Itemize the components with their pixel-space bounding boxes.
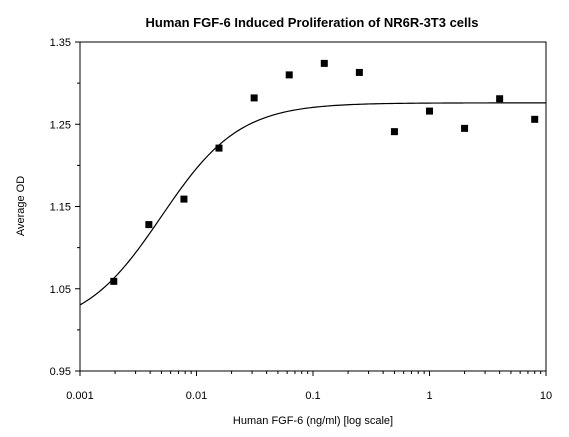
- data-point: [426, 107, 433, 115]
- y-tick-label: 1.35: [50, 37, 71, 49]
- x-tick-label: 0.1: [305, 390, 320, 402]
- x-tick-label: 0.001: [66, 390, 94, 402]
- data-point: [496, 95, 504, 103]
- y-tick-label: 1.25: [50, 119, 71, 131]
- data-point: [215, 144, 223, 152]
- y-axis: 0.95 1.05 1.15 1.25 1.35: [50, 37, 80, 378]
- x-tick-label: 1: [426, 390, 432, 402]
- data-point: [461, 124, 469, 132]
- x-axis: 0.001 0.01 0.1 1 10: [66, 371, 552, 402]
- data-points: [110, 59, 539, 285]
- data-point: [531, 115, 539, 123]
- y-tick-label: 0.95: [50, 366, 71, 378]
- fit-curve: [79, 102, 546, 306]
- data-point: [285, 71, 293, 79]
- y-tick-label: 1.05: [50, 284, 71, 296]
- data-point: [355, 68, 363, 76]
- y-axis-label: Average OD: [15, 176, 27, 236]
- plot-frame: [79, 41, 547, 372]
- data-point: [320, 59, 328, 67]
- x-tick-label: 10: [540, 390, 552, 402]
- y-tick-label: 1.15: [50, 202, 71, 214]
- data-point: [180, 195, 188, 203]
- data-point: [390, 128, 398, 136]
- x-tick-label: 0.01: [186, 390, 207, 402]
- chart-title: Human FGF-6 Induced Proliferation of NR6…: [146, 15, 479, 30]
- data-point: [145, 221, 153, 229]
- data-point: [250, 94, 258, 102]
- x-axis-label: Human FGF-6 (ng/ml) [log scale]: [233, 415, 393, 427]
- data-point: [110, 277, 118, 285]
